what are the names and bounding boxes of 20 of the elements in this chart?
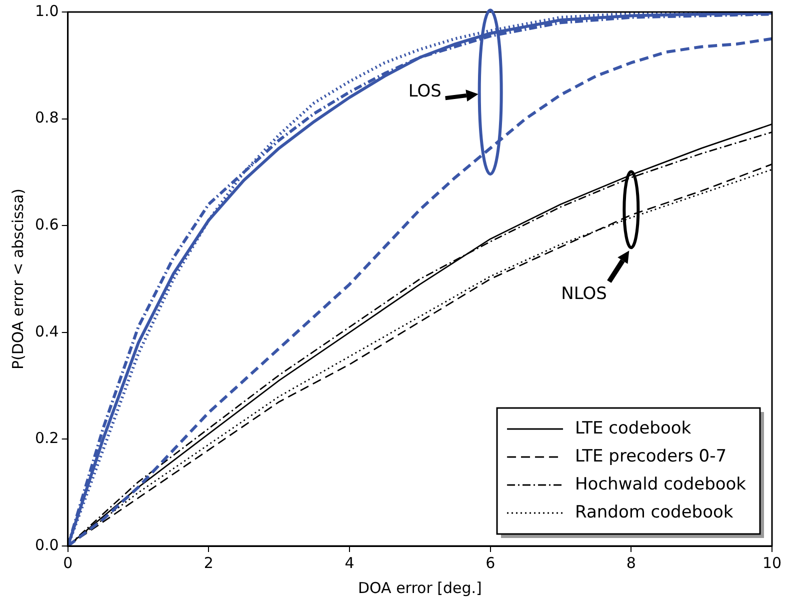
legend-label: Random codebook: [575, 502, 734, 522]
x-tick-label: 10: [762, 554, 782, 572]
x-tick-label: 4: [344, 554, 354, 572]
y-axis-title: P(DOA error < abscissa): [8, 188, 27, 370]
legend-label: Hochwald codebook: [575, 474, 746, 494]
annotation: LOS: [408, 82, 442, 102]
y-tick-label: 0.8: [34, 108, 59, 127]
x-tick-label: 8: [626, 554, 636, 572]
y-tick-label: 0.2: [34, 429, 59, 448]
x-tick-label: 2: [204, 554, 214, 572]
legend-label: LTE precoders 0-7: [575, 446, 727, 466]
x-tick-label: 0: [63, 554, 73, 572]
y-tick-label: 1.0: [34, 2, 59, 20]
legend-label: LTE codebook: [575, 418, 692, 438]
x-axis-title: DOA error [deg.]: [358, 578, 482, 597]
y-tick-label: 0.0: [34, 536, 59, 554]
annotation: NLOS: [561, 284, 607, 304]
x-tick-label: 6: [486, 554, 496, 572]
y-tick-label: 0.4: [34, 322, 59, 340]
y-tick-label: 0.6: [34, 215, 59, 234]
